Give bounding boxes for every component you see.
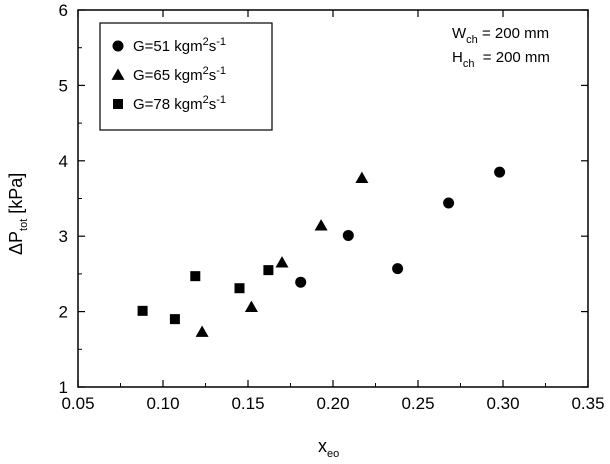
annotation-height: Hch = 200 mm: [452, 49, 550, 70]
legend: G=51 kgm2s-1 G=65 kgm2s-1 G=78 kgm2s-1: [99, 22, 273, 131]
tick-labels: 0.05 0.10 0.15 0.20 0.25 0.30 0.35 1 2 3 4 5 6: [59, 1, 605, 413]
data-point-circle: [295, 276, 307, 288]
data-point-square: [169, 314, 180, 325]
x-tick-label: 0.30: [486, 394, 519, 413]
x-tick-label: 0.05: [61, 394, 94, 413]
data-point-triangle: [355, 171, 369, 184]
data-point-circle: [494, 166, 506, 178]
y-tick-label: 4: [59, 152, 68, 171]
channel-dimensions-annotation: Wch = 200 mm Hch = 200 mm: [452, 25, 550, 70]
y-tick-label: 6: [59, 1, 68, 20]
data-point-square: [234, 283, 245, 294]
y-tick-label: 5: [59, 76, 68, 95]
y-axis-label: ΔPtot [kPa]: [6, 173, 30, 255]
data-point-circle: [443, 197, 455, 209]
legend-label: G=78 kgm2s-1: [133, 94, 226, 113]
legend-label: G=51 kgm2s-1: [133, 36, 226, 55]
y-tick-label: 3: [59, 227, 68, 246]
data-point-square: [190, 271, 201, 282]
data-point-square: [137, 305, 148, 316]
x-tick-label: 0.10: [146, 394, 179, 413]
legend-marker-square: [113, 99, 123, 109]
legend-label: G=65 kgm2s-1: [133, 65, 226, 84]
data-point-triangle: [244, 300, 258, 312]
data-point-triangle: [275, 256, 289, 268]
data-point-triangle: [195, 325, 209, 337]
x-tick-label: 0.15: [231, 394, 264, 413]
x-tick-label: 0.25: [401, 394, 434, 413]
legend-box: [99, 22, 273, 131]
x-axis-label: xeo: [318, 436, 339, 460]
legend-marker-circle: [112, 40, 124, 52]
annotation-width: Wch = 200 mm: [452, 25, 549, 46]
data-point-square: [263, 265, 274, 276]
data-point-circle: [392, 263, 404, 275]
x-tick-label: 0.20: [316, 394, 349, 413]
x-tick-label: 0.35: [571, 394, 604, 413]
ticks: [77, 9, 589, 388]
y-tick-label: 1: [59, 378, 68, 397]
data-point-triangle: [314, 219, 328, 231]
y-tick-label: 2: [59, 303, 68, 322]
legend-marker-triangle: [111, 68, 125, 80]
data-points: [137, 166, 506, 337]
data-point-circle: [342, 229, 354, 241]
